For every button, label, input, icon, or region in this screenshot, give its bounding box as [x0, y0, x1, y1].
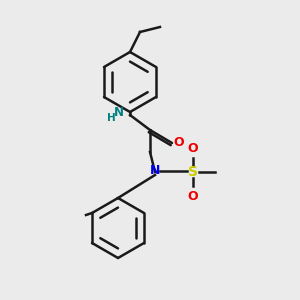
Text: H: H	[106, 113, 116, 123]
Text: O: O	[174, 136, 184, 149]
Text: N: N	[150, 164, 160, 176]
Text: N: N	[114, 106, 124, 119]
Text: S: S	[188, 165, 198, 179]
Text: O: O	[188, 190, 198, 202]
Text: O: O	[188, 142, 198, 154]
